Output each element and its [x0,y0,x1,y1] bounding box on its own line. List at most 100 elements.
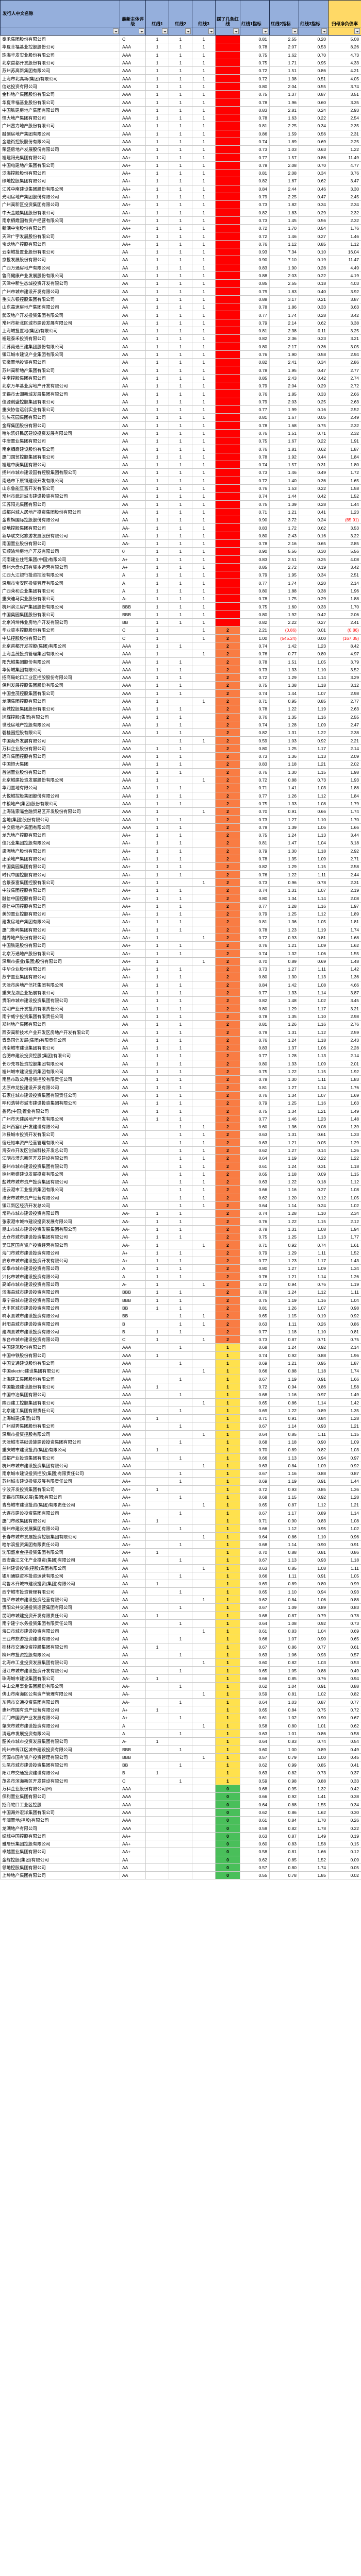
redline2-flag[interactable]: 1 [169,1296,192,1304]
redline1-flag[interactable]: 1 [145,1209,169,1218]
redline1-indicator[interactable]: 0.64 [240,1698,270,1706]
redline1-flag[interactable] [145,1721,169,1730]
net-debt-ratio[interactable]: 2.98 [328,689,361,698]
redline3-flag[interactable] [192,689,216,698]
redline1-flag[interactable]: 1 [145,728,169,737]
redline3-indicator[interactable]: 1.03 [299,1658,329,1667]
redline3-flag[interactable]: 1 [192,113,216,123]
redline3-indicator[interactable]: 1.04 [299,1626,329,1636]
latest-rating[interactable]: AAA [120,768,146,776]
redline1-flag[interactable] [145,1398,169,1407]
table-row[interactable]: 佛山市南海区公有资产管理有限公司 AA- 1 1 0.59 0.81 1.02 0.82 [0,1690,361,1699]
redline2-flag[interactable]: 1 [169,579,192,587]
redline-count[interactable]: 2 [215,823,240,832]
redline3-indicator[interactable]: 0.78 [299,878,329,887]
latest-rating[interactable]: AA [120,1650,146,1659]
redline1-indicator[interactable]: 0.78 [240,705,270,714]
table-row[interactable]: 广州越秀集团股份有限公司 AAA 1 1 0.67 1.14 0.93 1.21 [0,1422,361,1431]
table-row[interactable]: 无锡市国联发展(集团)有限公司 AA+ 1 1 0.68 1.15 0.92 1.28 [0,1493,361,1502]
redline-count[interactable]: 1 [215,1430,240,1438]
redline1-flag[interactable] [145,1776,169,1785]
issuer-name[interactable]: 万科企业股份有限公司 [0,744,120,753]
redline3-indicator[interactable]: 0.70 [299,161,329,170]
latest-rating[interactable]: AA [120,358,146,367]
redline1-indicator[interactable]: 0.74 [240,886,270,895]
redline-count[interactable]: 2 [215,626,240,635]
redline2-indicator[interactable]: 1.21 [269,1138,299,1147]
net-debt-ratio[interactable]: 1.98 [328,768,361,776]
table-row[interactable]: 万科企业股份有限公司(H) AAA 0 0.68 0.95 1.32 0.42 [0,1784,361,1793]
net-debt-ratio[interactable]: 0.33 [328,1776,361,1785]
net-debt-ratio[interactable]: 3.42 [328,563,361,572]
redline3-flag[interactable]: 1 [192,1170,216,1179]
net-debt-ratio[interactable]: 2.66 [328,389,361,398]
redline2-indicator[interactable]: 1.15 [269,1493,299,1502]
table-row[interactable]: 太仓市城市建设投资集团有限公司 AA- 1 1 2 0.75 1.25 1.13 1.77 [0,1233,361,1242]
table-row[interactable]: 江西九江银行投资控股有限公司 A 1 1 1 3 0.79 1.95 0.34 2.51 [0,571,361,580]
table-row[interactable]: 融创房地产集团有限公司 AAA 1 1 1 3 0.86 1.59 0.56 2.31 [0,129,361,138]
net-debt-ratio[interactable]: 1.11 [328,1564,361,1572]
table-row[interactable]: 连云港市工业投资集团有限公司 AA 1 1 2 0.66 1.16 0.27 1.08 [0,1185,361,1194]
redline2-flag[interactable]: 1 [169,965,192,974]
redline3-indicator[interactable]: 0.88 [299,1469,329,1478]
net-debt-ratio[interactable]: 1.77 [328,1233,361,1242]
redline1-indicator[interactable]: 0.78 [240,925,270,934]
table-row[interactable]: 韶关市城市投资发展集团有限公司 A- 1 1 0.64 0.83 0.74 0.54 [0,1737,361,1746]
net-debt-ratio[interactable]: 2.45 [328,192,361,201]
redline-count[interactable]: 2 [215,1280,240,1289]
redline3-flag[interactable]: 1 [192,571,216,580]
redline2-indicator[interactable]: 1.14 [269,1422,299,1431]
table-row[interactable]: 青岛国信发展(集团)有限责任公司 AA 1 1 2 0.76 1.24 1.18 2.43 [0,1036,361,1045]
redline1-flag[interactable]: 1 [145,878,169,887]
redline1-flag[interactable]: 1 [145,161,169,170]
redline1-indicator[interactable]: 0.61 [240,1714,270,1722]
redline2-indicator[interactable]: 1.19 [269,1477,299,1486]
issuer-name[interactable]: 贵阳市城市建设投资集团有限公司 [0,996,120,1005]
redline2-indicator[interactable]: (545.24) [269,634,299,642]
redline-count[interactable]: 2 [215,768,240,776]
net-debt-ratio[interactable]: 0.49 [328,1745,361,1754]
redline1-indicator[interactable]: 0.57 [240,1863,270,1872]
latest-rating[interactable]: AA [120,413,146,422]
redline2-flag[interactable]: 1 [169,1650,192,1659]
redline3-indicator[interactable]: 1.00 [299,1753,329,1762]
redline2-indicator[interactable]: 1.00 [269,1745,299,1754]
net-debt-ratio[interactable]: 1.84 [328,452,361,462]
latest-rating[interactable]: AA [120,318,146,327]
redline1-indicator[interactable]: 0.80 [240,586,270,596]
table-row[interactable]: 上坤地产集团有限公司 AA 0 0.55 0.78 1.85 0.02 [0,1871,361,1880]
redline1-indicator[interactable]: 0.68 [240,1343,270,1352]
redline1-indicator[interactable]: 0.78 [240,854,270,863]
table-row[interactable]: 南宁建宁水务投资集团有限责任公司 AA 1 1 0.64 1.08 0.92 0.73 [0,1619,361,1628]
redline3-flag[interactable] [192,1028,216,1037]
table-row[interactable]: 广州富力地产股份有限公司 AAA 1 1 1 3 0.81 2.25 0.34 2.35 [0,122,361,130]
latest-rating[interactable]: AA- [120,1674,146,1683]
redline2-flag[interactable]: 1 [169,1776,192,1785]
redline-count[interactable]: 1 [215,1674,240,1683]
redline2-indicator[interactable]: 1.03 [269,736,299,745]
latest-rating[interactable]: AAA [120,657,146,666]
issuer-name[interactable]: 陕西建工控股集团有限公司 [0,1398,120,1407]
redline2-indicator[interactable]: 7.34 [269,248,299,257]
redline1-indicator[interactable]: 0.57 [240,1753,270,1762]
issuer-name[interactable]: 上海市北高新(集团)有限公司 [0,74,120,83]
issuer-name[interactable]: 龙湖集团控股有限公司 [0,697,120,706]
redline3-indicator[interactable]: 0.80 [299,650,329,658]
redline3-flag[interactable]: 1 [192,303,216,312]
redline3-flag[interactable]: 1 [192,452,216,462]
redline2-indicator[interactable]: 1.29 [269,1248,299,1258]
redline3-flag[interactable]: 1 [192,421,216,430]
redline1-indicator[interactable]: 0.62 [240,1682,270,1691]
issuer-name[interactable]: 镇江新区经济开发总公司 [0,1201,120,1210]
redline3-indicator[interactable]: 0.22 [299,113,329,123]
redline-count[interactable]: 3 [215,484,240,493]
redline1-indicator[interactable]: 0.63 [240,1138,270,1147]
latest-rating[interactable]: AA [120,1611,146,1620]
redline3-indicator[interactable]: 1.10 [299,1012,329,1021]
redline1-indicator[interactable]: 0.75 [240,1107,270,1115]
redline3-flag[interactable] [192,1650,216,1659]
redline3-flag[interactable] [192,1848,216,1856]
redline-count[interactable]: 2 [215,1036,240,1045]
redline3-indicator[interactable]: 1.23 [299,1114,329,1123]
redline3-indicator[interactable]: 1.09 [299,941,329,950]
